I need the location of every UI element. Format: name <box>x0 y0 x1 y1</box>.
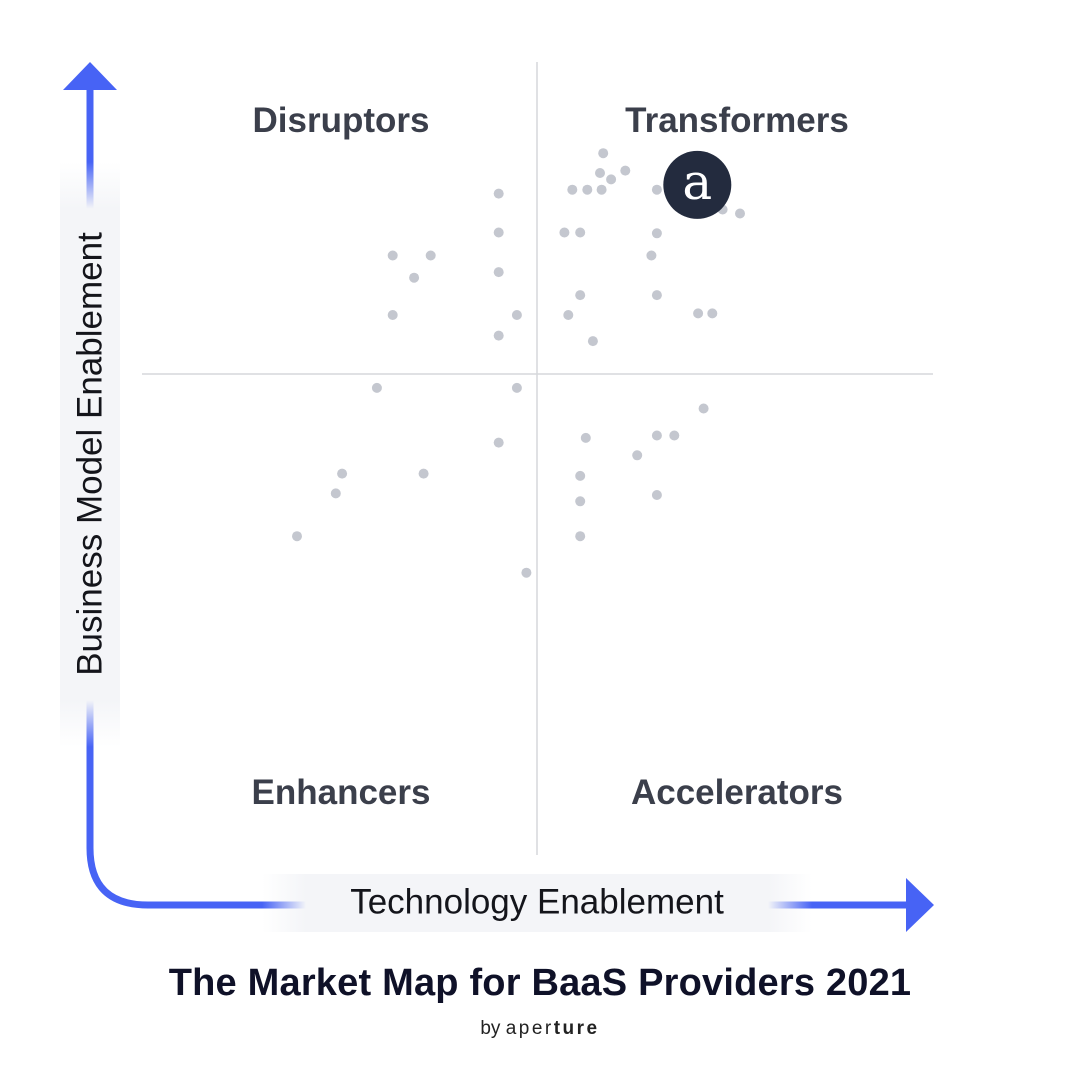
data-point <box>598 148 609 159</box>
aperture-logo-circle <box>663 150 732 219</box>
data-point <box>511 382 522 393</box>
data-point <box>651 430 662 441</box>
x-axis-label-backdrop <box>262 874 812 932</box>
aperture-logo-icon: a <box>682 153 712 211</box>
data-point <box>575 470 586 481</box>
data-point <box>575 290 586 301</box>
data-point <box>582 184 593 195</box>
data-point <box>409 272 420 283</box>
brand-wordmark-light: aper <box>505 1018 554 1039</box>
data-point <box>511 310 522 320</box>
data-point <box>425 250 436 261</box>
data-point <box>698 403 709 414</box>
data-point <box>387 250 398 261</box>
quadrant-label-enhancers: Enhancers <box>252 773 431 812</box>
data-point <box>632 450 643 461</box>
data-point <box>521 567 532 578</box>
data-point <box>669 430 680 441</box>
data-point <box>651 228 662 239</box>
axis-arrow-line <box>86 84 910 909</box>
data-point <box>606 174 617 185</box>
data-point <box>330 488 341 499</box>
quadrant-label-transformers: Transformers <box>625 101 849 140</box>
y-axis-label: Business Model Enablement <box>71 232 110 676</box>
data-point <box>595 168 605 178</box>
data-point <box>337 468 348 479</box>
data-point <box>651 490 662 500</box>
data-point <box>493 227 504 238</box>
data-point <box>559 227 570 238</box>
data-point <box>580 432 591 443</box>
data-point <box>493 267 504 278</box>
data-point <box>707 308 718 319</box>
quadrant-label-accelerators: Accelerators <box>631 773 843 812</box>
data-point <box>493 188 504 199</box>
page-title: The Market Map for BaaS Providers 2021 <box>168 962 912 1004</box>
data-point <box>575 531 586 542</box>
data-point <box>620 165 631 176</box>
scatter-points <box>292 148 745 578</box>
data-point <box>587 336 598 347</box>
quadrant-label-disruptors: Disruptors <box>253 101 430 140</box>
brand-wordmark: aperture <box>506 1018 600 1039</box>
data-point <box>292 531 302 542</box>
data-point <box>651 184 662 195</box>
byline-prefix: by <box>480 1018 501 1039</box>
x-axis-arrowhead <box>906 878 934 932</box>
y-axis-label-backdrop <box>60 162 120 747</box>
data-point <box>651 290 662 301</box>
data-point <box>596 184 607 195</box>
data-point <box>735 208 745 219</box>
y-axis-arrowhead <box>63 62 117 90</box>
data-point <box>575 227 586 238</box>
aperture-logo-marker: a <box>663 150 732 219</box>
data-point <box>563 310 574 320</box>
data-point <box>418 468 429 479</box>
x-axis-label: Technology Enablement <box>350 883 724 922</box>
data-point <box>493 437 504 448</box>
brand-wordmark-bold: ture <box>553 1018 600 1039</box>
data-point <box>567 184 578 195</box>
data-point <box>371 382 382 393</box>
byline: by aperture <box>0 1018 1080 1040</box>
data-point <box>693 308 704 319</box>
data-point <box>493 330 504 341</box>
data-point <box>575 496 586 507</box>
data-point <box>387 310 398 320</box>
data-point <box>646 250 657 261</box>
